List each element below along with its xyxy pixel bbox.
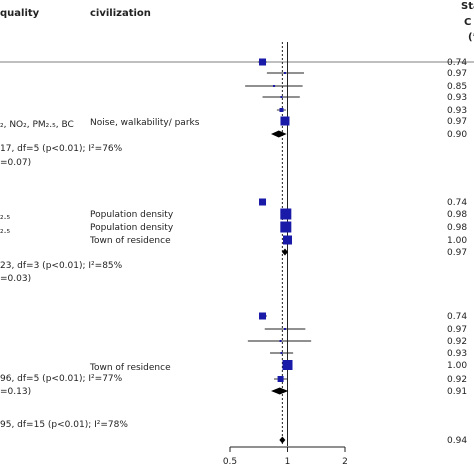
estimate-label: 0.92	[447, 375, 467, 385]
estimate-label: 0.97	[447, 69, 467, 79]
study-estimate-square	[259, 312, 267, 320]
estimate-label: 0.85	[447, 82, 467, 92]
header-quality: quality	[0, 8, 40, 19]
x-tick-label: 2	[342, 457, 348, 467]
group1-test: =0.07)	[0, 158, 31, 168]
estimate-label: 0.93	[447, 349, 467, 359]
group2-test: =0.03)	[0, 274, 31, 284]
estimate-label: 0.93	[447, 106, 467, 116]
study-estimate-square	[279, 340, 282, 342]
forest-marks: 0.740.970.850.930.930.970.900.740.980.98…	[245, 42, 467, 446]
estimate-label: 0.74	[447, 198, 467, 208]
group3-civilization-label: Town of residence	[89, 363, 171, 373]
header-right-3: (’	[468, 32, 474, 43]
group2-exposure-label-b: ₂.₅	[0, 226, 10, 236]
group2-civilization-label-c: Town of residence	[89, 236, 171, 246]
estimate-label: 1.00	[447, 361, 467, 371]
estimate-label: 0.94	[447, 436, 467, 446]
study-estimate-square	[283, 328, 286, 330]
estimate-label: 0.97	[447, 117, 467, 127]
group1-heterogeneity: 17, df=5 (p<0.01); I²=76%	[0, 144, 123, 154]
header-civilization: civilization	[90, 8, 151, 19]
estimate-label: 0.92	[447, 337, 467, 347]
study-estimate-square	[282, 360, 293, 370]
x-tick-label: 0.5	[223, 457, 237, 467]
estimate-label: 0.97	[447, 325, 467, 335]
summary-diamond	[281, 248, 288, 256]
overall-heterogeneity: 95, df=15 (p<0.01); I²=78%	[0, 420, 128, 430]
header-right-2: C	[464, 17, 471, 28]
estimate-label: 1.00	[447, 236, 467, 246]
estimate-label: 0.74	[447, 58, 467, 68]
group1-exposure-label: ₂, NO₂, PM₂.₅, BC	[0, 120, 74, 130]
estimate-label: 0.93	[447, 93, 467, 103]
study-estimate-square	[280, 208, 292, 220]
group2-civilization-label-a: Population density	[90, 210, 174, 220]
estimate-label: 0.74	[447, 312, 467, 322]
study-estimate-square	[277, 376, 284, 382]
group2-civilization-label-b: Population density	[90, 223, 174, 233]
estimate-label: 0.97	[447, 248, 467, 258]
study-estimate-square	[280, 116, 290, 126]
study-estimate-square	[283, 72, 286, 74]
estimate-label: 0.98	[447, 223, 467, 233]
group2-exposure-label-a: ₂.₅	[0, 212, 10, 222]
header-right-1: Sta	[461, 1, 474, 12]
x-tick-label: 1	[285, 457, 291, 467]
group3-heterogeneity: 96, df=5 (p<0.01); I²=77%	[0, 374, 123, 384]
summary-diamond	[271, 130, 287, 138]
summary-diamond	[279, 436, 286, 444]
x-axis: 0.5 1 2	[223, 446, 348, 467]
estimate-label: 0.91	[447, 387, 467, 397]
study-estimate-square	[279, 108, 284, 112]
estimate-label: 0.98	[447, 210, 467, 220]
summary-diamond	[271, 387, 289, 395]
study-estimate-square	[259, 198, 267, 206]
study-estimate-square	[280, 221, 292, 233]
study-estimate-square	[280, 96, 283, 98]
study-estimate-square	[259, 58, 267, 66]
group2-heterogeneity: 23, df=3 (p<0.01); I²=85%	[0, 261, 123, 271]
estimate-label: 0.90	[447, 130, 467, 140]
study-estimate-square	[280, 352, 283, 354]
group1-civilization-label: Noise, walkability/ parks	[90, 118, 200, 128]
study-estimate-square	[273, 85, 276, 87]
group3-test: =0.13)	[0, 387, 31, 397]
study-estimate-square	[283, 235, 292, 245]
